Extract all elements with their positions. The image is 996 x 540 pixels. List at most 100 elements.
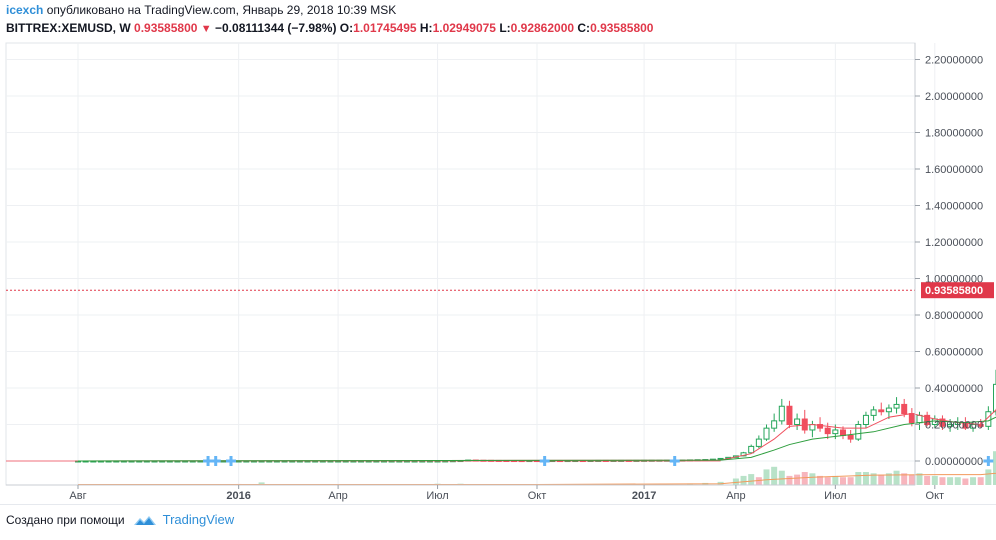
volume-bar [977,477,984,485]
event-plus-v [986,456,990,466]
x-tick-label: Окт [926,490,945,502]
low-value: 0.92862000 [510,21,575,35]
event-plus-v [229,456,233,466]
volume-ma-line [78,472,996,485]
x-tick-label: 2017 [632,490,656,502]
event-plus-v [673,456,677,466]
open-label: O: [339,21,354,35]
candle-up [947,424,954,427]
candle-up [755,438,762,447]
high-value: 1.02949075 [432,21,496,35]
y-tick-label: 0.20000000 [925,420,983,432]
footer: Создано при помощи TradingView [6,512,234,527]
candle-down [786,405,793,425]
plot-frame [5,42,916,486]
volume-bar [786,475,793,485]
candle-up [893,403,900,409]
y-tick-label: 0.60000000 [925,347,983,359]
event-plus-v [543,456,547,466]
grid [6,43,936,485]
y-axis[interactable]: 2.20000000 2.00000000 1.80000000 1.60000000… [914,43,994,485]
created-with-label: Создано при помощи [6,512,125,527]
high-label: H: [419,21,433,35]
volume-bar [794,474,801,485]
event-plus-icon[interactable] [210,456,221,466]
volume-bar [801,472,808,485]
volume-bar [878,474,885,485]
candle-up [794,418,801,425]
down-arrow-icon: ▼ [200,23,212,35]
x-tick-label: Апр [726,490,745,502]
x-axis[interactable]: Авг2016АпрИюлОкт2017АпрИюлОкт2018Апр [6,484,996,502]
volume-bar [748,474,755,485]
candle-down [901,403,908,415]
event-plus-icon[interactable] [203,456,214,466]
chart-publish-line: icexch опубликовано на TradingView.com, … [6,3,396,19]
x-tick-label: Июл [426,490,448,502]
volume-bar [258,482,265,485]
tradingview-logo-icon [133,515,156,525]
y-tick-label: 2.20000000 [925,55,983,67]
volume-bar [916,473,923,485]
symbol-info-line: BITTREX:XEMUSD, W 0.93585800 ▼ −0.081113… [6,21,653,37]
symbol-label: BITTREX:XEMUSD, W [6,21,131,35]
candle-up [870,409,877,416]
volume-bars [78,451,996,485]
volume-bar [763,469,770,485]
candle-down [878,409,885,413]
y-tick-label: 1.20000000 [925,237,983,249]
volume-bar [924,475,931,485]
volume-bar [870,473,877,485]
volume-bar [778,470,785,485]
event-plus-icon[interactable] [669,456,680,466]
y-tick-label: 1.80000000 [925,128,983,140]
volume-bar [809,473,816,485]
y-tick-label: 0.00000000 [925,456,983,468]
volume-bar [824,477,831,485]
candle-up [778,405,785,422]
candle-down [924,414,931,425]
close-value: 0.93585800 [590,21,654,35]
volume-bar [771,466,778,485]
candle-up [771,420,778,429]
event-plus-icon[interactable] [983,456,994,466]
volume-bar [939,477,946,485]
event-markers[interactable] [203,456,994,466]
ma-slow-line [77,416,996,462]
low-label: L: [499,21,511,35]
tradingview-brand-link[interactable]: TradingView [162,512,235,527]
candle-up [862,414,869,425]
x-tick-label: Апр [328,490,347,502]
candle-up [748,445,755,454]
current-price-tag [921,282,994,299]
candle-down [817,424,824,429]
y-tick-label: 0.40000000 [925,383,983,395]
candle-down [847,434,854,440]
event-plus-icon[interactable] [539,456,550,466]
volume-bar [962,478,969,485]
candle-down [908,413,915,424]
candle-up [993,383,996,413]
ma-fast-line [77,408,996,462]
author-link[interactable]: icexch [6,3,44,17]
volume-bar [847,477,854,485]
y-tick-label: 2.00000000 [925,91,983,103]
candle-up [763,427,770,440]
volume-bar [893,470,900,485]
event-plus-icon[interactable] [226,456,236,466]
volume-bar [740,475,747,485]
volume-bar [993,451,996,485]
open-value: 1.01745495 [353,21,417,35]
candle-up [809,424,816,431]
candle-down [939,418,946,427]
volume-bar [832,475,839,485]
moving-averages [6,408,996,462]
x-tick-label: Июл [824,490,846,502]
x-tick-label: Авг [69,490,86,502]
candle-down [824,427,831,435]
candle-up [717,457,724,460]
volume-bar [732,478,739,485]
event-plus-v [214,456,218,466]
volume-bar [985,469,992,485]
